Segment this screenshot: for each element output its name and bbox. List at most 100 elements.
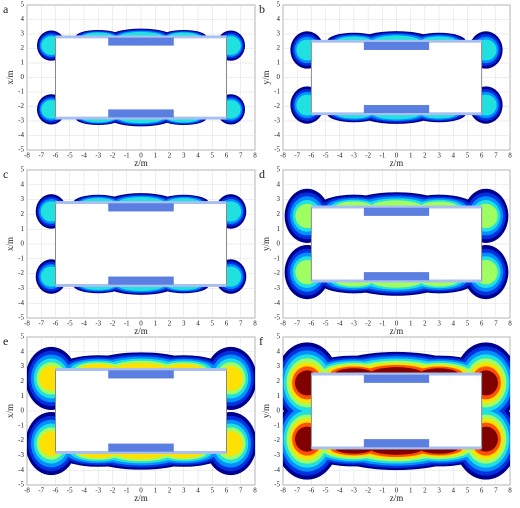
x-tick-label: 7 <box>239 487 243 495</box>
panel-label: d <box>259 167 265 181</box>
y-tick-label: 1 <box>277 392 281 400</box>
x-tick-label: 1 <box>409 152 413 160</box>
x-tick-label: -6 <box>53 487 59 495</box>
x-tick-label: 2 <box>423 152 427 160</box>
panel: -8 -7 -6 -5 -4 -3 -2 -1 0 1 2 3 4 5 6 7 8 -5 -4 -3 -2 -1 0 1 2 3 4… <box>259 1 512 168</box>
x-tick-label: 3 <box>182 487 186 495</box>
y-tick-label: 4 <box>21 347 25 355</box>
plate <box>363 207 430 216</box>
x-tick-label: -6 <box>308 152 314 160</box>
y-tick-label: 4 <box>277 15 281 23</box>
y-tick-label: 1 <box>21 392 25 400</box>
x-tick-label: 5 <box>211 152 215 160</box>
y-tick-label: 2 <box>21 44 25 52</box>
y-tick-label: -4 <box>18 299 24 307</box>
x-tick-label: -6 <box>53 152 59 160</box>
x-tick-label: 0 <box>139 320 143 328</box>
y-tick-label: -3 <box>18 284 24 292</box>
slab <box>311 372 482 376</box>
x-tick-label: 7 <box>494 152 498 160</box>
y-tick-label: 1 <box>277 225 281 233</box>
x-tick-label: 3 <box>437 487 441 495</box>
x-tick-label: 6 <box>225 487 229 495</box>
slab <box>311 205 482 209</box>
x-tick-label: -5 <box>323 487 329 495</box>
x-tick-label: 2 <box>168 487 172 495</box>
y-tick-label: -5 <box>18 314 24 322</box>
x-tick-label: -1 <box>124 487 130 495</box>
y-axis-label: x/m <box>5 404 15 418</box>
x-tick-label: 8 <box>253 320 257 328</box>
x-tick-label: 2 <box>423 487 427 495</box>
x-tick-label: 4 <box>452 152 456 160</box>
x-tick-label: -3 <box>95 320 101 328</box>
x-tick-label: -4 <box>81 152 87 160</box>
y-tick-label: -1 <box>274 254 280 262</box>
panel: -8 -7 -6 -5 -4 -3 -2 -1 0 1 2 3 4 5 6 7 8 -5 -4 -3 -2 -1 0 1 2 3 4… <box>259 333 512 503</box>
x-tick-label: 5 <box>211 487 215 495</box>
x-tick-label: 1 <box>154 487 158 495</box>
x-tick-label: -8 <box>280 320 286 328</box>
y-tick-label: 1 <box>21 225 25 233</box>
y-tick-label: -3 <box>18 117 24 125</box>
y-tick-label: 5 <box>21 166 25 174</box>
y-tick-label: 5 <box>21 1 25 9</box>
y-tick-label: 3 <box>277 30 281 38</box>
x-tick-label: 6 <box>225 152 229 160</box>
x-tick-label: 6 <box>225 320 229 328</box>
y-tick-label: 5 <box>277 333 281 341</box>
y-tick-label: 1 <box>277 59 281 67</box>
y-tick-label: 2 <box>21 210 25 218</box>
y-tick-label: 3 <box>21 195 25 203</box>
x-tick-label: 7 <box>239 320 243 328</box>
x-tick-label: -8 <box>24 487 30 495</box>
y-tick-label: -2 <box>18 102 24 110</box>
y-tick-label: -3 <box>18 451 24 459</box>
x-tick-label: -7 <box>294 487 300 495</box>
x-tick-label: -3 <box>95 152 101 160</box>
y-tick-label: -3 <box>274 284 280 292</box>
x-tick-label: 2 <box>168 320 172 328</box>
slab <box>55 201 227 205</box>
x-tick-label: -5 <box>67 487 73 495</box>
x-tick-label: -3 <box>351 320 357 328</box>
x-tick-label: 1 <box>409 487 413 495</box>
x-tick-label: -7 <box>38 320 44 328</box>
y-tick-label: -2 <box>18 436 24 444</box>
tunnel <box>310 373 483 449</box>
x-tick-label: -4 <box>337 487 343 495</box>
y-tick-label: -2 <box>18 269 24 277</box>
x-tick-label: -8 <box>280 152 286 160</box>
x-tick-label: 5 <box>466 152 470 160</box>
slab <box>55 283 227 287</box>
x-tick-label: 0 <box>139 487 143 495</box>
y-tick-label: -4 <box>274 466 280 474</box>
x-tick-label: -1 <box>124 320 130 328</box>
y-tick-label: -2 <box>274 102 280 110</box>
x-tick-label: -5 <box>323 152 329 160</box>
panel: -8 -7 -6 -5 -4 -3 -2 -1 0 1 2 3 4 5 6 7 8 -5 -4 -3 -2 -1 0 1 2 3 4… <box>259 166 512 336</box>
y-tick-label: -5 <box>274 146 280 154</box>
y-tick-label: -1 <box>274 421 280 429</box>
y-tick-label: 0 <box>277 240 281 248</box>
y-tick-label: -4 <box>18 466 24 474</box>
plate <box>363 41 430 50</box>
slab <box>311 112 482 116</box>
x-tick-label: 1 <box>409 320 413 328</box>
x-tick-label: -1 <box>379 487 385 495</box>
x-tick-label: -7 <box>38 152 44 160</box>
y-axis-label: y/m <box>261 237 271 251</box>
x-tick-label: -5 <box>67 152 73 160</box>
x-tick-label: 8 <box>508 320 512 328</box>
y-tick-label: 5 <box>277 1 281 9</box>
tunnel <box>55 202 227 286</box>
x-tick-label: -2 <box>110 152 116 160</box>
y-tick-label: -5 <box>18 481 24 489</box>
y-axis-label: x/m <box>5 237 15 251</box>
y-tick-label: 2 <box>277 210 281 218</box>
plate <box>363 374 430 383</box>
plate <box>363 272 430 281</box>
y-tick-label: -4 <box>18 131 24 139</box>
y-tick-label: 2 <box>277 44 281 52</box>
y-tick-label: -2 <box>274 436 280 444</box>
